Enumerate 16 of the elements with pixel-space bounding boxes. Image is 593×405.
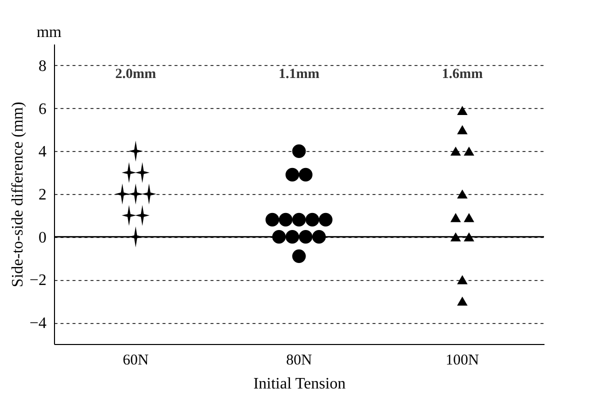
text: mm [36, 24, 62, 41]
y-tick-label: 0 [38, 229, 46, 246]
y-tick-label: 6 [38, 100, 46, 118]
y-tick-label: −4 [29, 315, 46, 332]
y-tick-label: 4 [38, 144, 46, 161]
y-axis-title: Side-to-side difference (mm) [9, 102, 26, 288]
x-tick-label: 100N [446, 352, 480, 368]
annotation: 1.1mm [278, 67, 320, 82]
y-tick-label: 2 [38, 186, 46, 204]
annotation: 2.0mm [115, 67, 156, 82]
x-axis-title: Initial Tension [253, 376, 346, 392]
x-tick-label: 80N [286, 352, 312, 368]
annotation: 1.6mm [442, 67, 484, 82]
y-tick-label: −2 [29, 272, 46, 290]
y-tick-label: 8 [38, 58, 46, 75]
x-tick-label: 60N [122, 352, 149, 368]
